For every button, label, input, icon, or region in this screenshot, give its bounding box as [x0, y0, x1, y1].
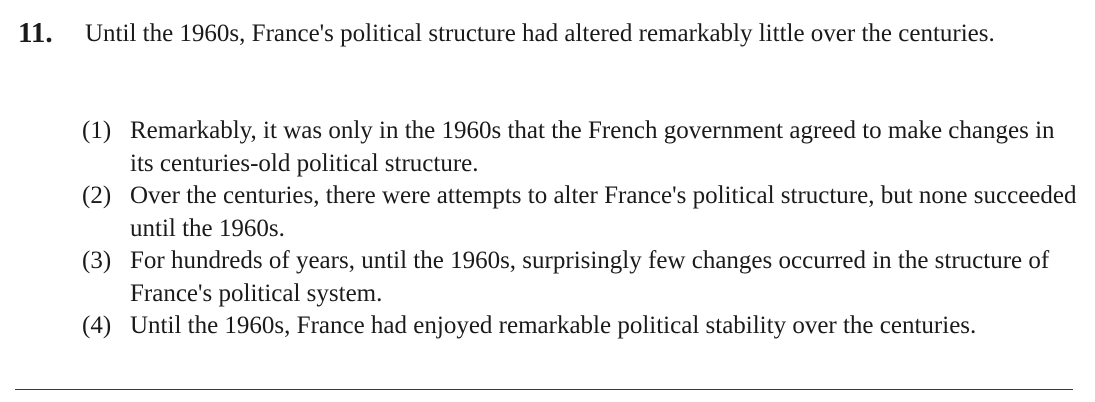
- answer-option-text: Over the centuries, there were attempts …: [130, 182, 1077, 242]
- answer-option-text: Remarkably, it was only in the 1960s tha…: [130, 117, 1055, 177]
- answer-option-label: (2): [82, 182, 112, 209]
- answer-option-3: (3) For hundreds of years, until the 196…: [82, 245, 1082, 310]
- answer-option-2: (2) Over the centuries, there were attem…: [82, 180, 1082, 245]
- section-divider: [15, 389, 1073, 390]
- question-stem: Until the 1960s, France's political stru…: [85, 20, 995, 47]
- answer-option-1: (1) Remarkably, it was only in the 1960s…: [82, 115, 1082, 180]
- question-number: 11.: [18, 17, 53, 49]
- answer-option-label: (1): [82, 117, 112, 144]
- answer-option-text: Until the 1960s, France had enjoyed rema…: [130, 312, 977, 339]
- answer-options-list: (1) Remarkably, it was only in the 1960s…: [82, 115, 1082, 343]
- answer-option-text: For hundreds of years, until the 1960s, …: [130, 247, 1050, 307]
- answer-option-label: (3): [82, 247, 112, 274]
- answer-option-label: (4): [82, 312, 112, 339]
- answer-option-4: (4) Until the 1960s, France had enjoyed …: [82, 310, 1082, 343]
